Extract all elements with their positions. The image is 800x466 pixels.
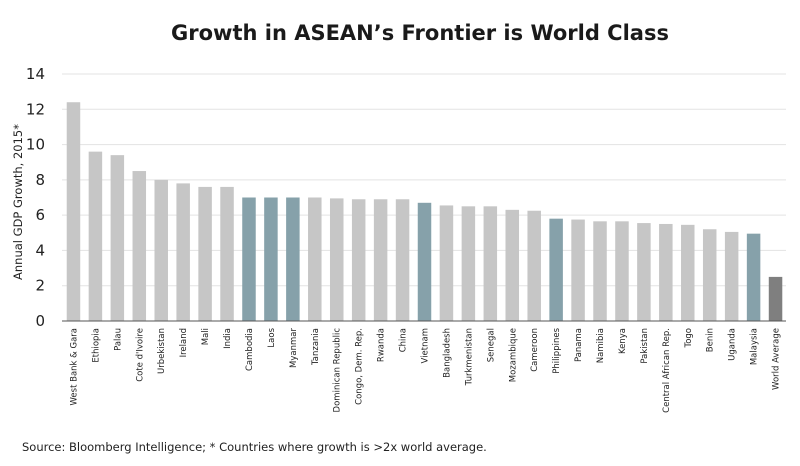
- x-category-label: Panama: [574, 328, 584, 362]
- x-category-label: Kenya: [618, 328, 628, 354]
- bar: [681, 224, 695, 321]
- bar: [483, 206, 498, 321]
- x-category-label: Namibia: [596, 328, 606, 363]
- x-category-label: Cambodia: [245, 328, 255, 371]
- x-category-label: Uganda: [728, 328, 738, 361]
- bar: [88, 151, 103, 321]
- bar: [176, 183, 190, 321]
- y-tick-label: 6: [35, 206, 45, 224]
- bar: [593, 221, 607, 321]
- bar: [571, 219, 585, 321]
- y-tick-label: 2: [35, 277, 45, 295]
- x-category-label: Cameroon: [530, 328, 540, 372]
- x-category-label: Ireland: [179, 328, 189, 357]
- bar: [220, 186, 234, 321]
- x-category-label: Laos: [267, 327, 277, 347]
- x-category-label: Central African Rep.: [662, 328, 672, 413]
- x-category-label: Mozambique: [508, 328, 518, 382]
- bar: [395, 199, 410, 321]
- x-category-label: Congo, Dem. Rep.: [355, 328, 365, 405]
- bar: [659, 223, 673, 321]
- y-tick-label: 4: [35, 241, 45, 259]
- x-category-label: Vietnam: [421, 328, 431, 363]
- x-category-label: Palau: [113, 328, 123, 351]
- x-category-label: Malaysia: [750, 328, 760, 365]
- y-tick-label: 8: [35, 171, 45, 189]
- bar: [373, 199, 388, 321]
- x-category-label: Senegal: [486, 328, 496, 362]
- bar: [329, 198, 344, 321]
- x-category-label: Dominican Republic: [333, 328, 343, 413]
- x-category-label: Rwanda: [377, 328, 387, 362]
- x-axis-labels: West Bank & Gara Ethiopia Palau Cote d'Ivoi…: [69, 327, 781, 412]
- x-category-label: Pakistan: [640, 328, 650, 364]
- bar: [66, 102, 81, 321]
- bar: [154, 179, 168, 321]
- x-category-label: Turkmenistan: [464, 328, 474, 386]
- x-category-label: Urbekistan: [157, 328, 167, 374]
- bar: [549, 218, 563, 321]
- bar: [198, 186, 212, 321]
- x-category-label: Myanmar: [289, 328, 299, 368]
- bar: [637, 223, 651, 321]
- bar: [110, 155, 125, 321]
- y-tick-label: 10: [26, 136, 45, 154]
- y-axis-label: Annual GDP Growth, 2015*: [11, 124, 25, 280]
- bars: [66, 102, 783, 321]
- chart-title: Growth in ASEAN’s Frontier is World Clas…: [171, 21, 669, 45]
- bar: [768, 276, 783, 321]
- x-category-label: Benin: [706, 328, 716, 352]
- bar: [132, 171, 147, 321]
- x-category-label: Bangladesh: [442, 328, 452, 378]
- x-category-label: India: [223, 328, 233, 349]
- bar: [505, 209, 520, 321]
- bar: [702, 229, 717, 321]
- bar: [308, 197, 322, 321]
- x-category-label: Togo: [684, 328, 694, 349]
- bar: [746, 233, 761, 321]
- x-category-label: Mali: [201, 328, 211, 345]
- bar: [286, 197, 300, 321]
- y-tick-label: 14: [26, 65, 45, 83]
- x-category-label: Cote d'Ivoire: [135, 328, 145, 382]
- y-axis-ticks: 0 2 4 6 8 10 12 14: [26, 65, 45, 330]
- x-category-label: Ethiopia: [91, 328, 101, 363]
- bar: [351, 199, 366, 321]
- x-category-label: West Bank & Gara: [69, 328, 79, 405]
- bar: [461, 206, 476, 321]
- bar: [264, 197, 278, 321]
- x-category-label: China: [399, 328, 409, 352]
- bar: [724, 231, 739, 321]
- x-category-label: World Average: [772, 328, 782, 390]
- bar: [439, 205, 454, 321]
- y-tick-label: 12: [26, 100, 45, 118]
- source-note: Source: Bloomberg Intelligence; * Countr…: [22, 440, 487, 454]
- bar: [242, 197, 256, 321]
- x-category-label: Tanzania: [311, 328, 321, 366]
- bar: [615, 221, 629, 321]
- bar: [527, 210, 541, 321]
- y-tick-label: 0: [35, 312, 45, 330]
- x-category-label: Philippines: [552, 327, 562, 373]
- bar: [417, 202, 432, 321]
